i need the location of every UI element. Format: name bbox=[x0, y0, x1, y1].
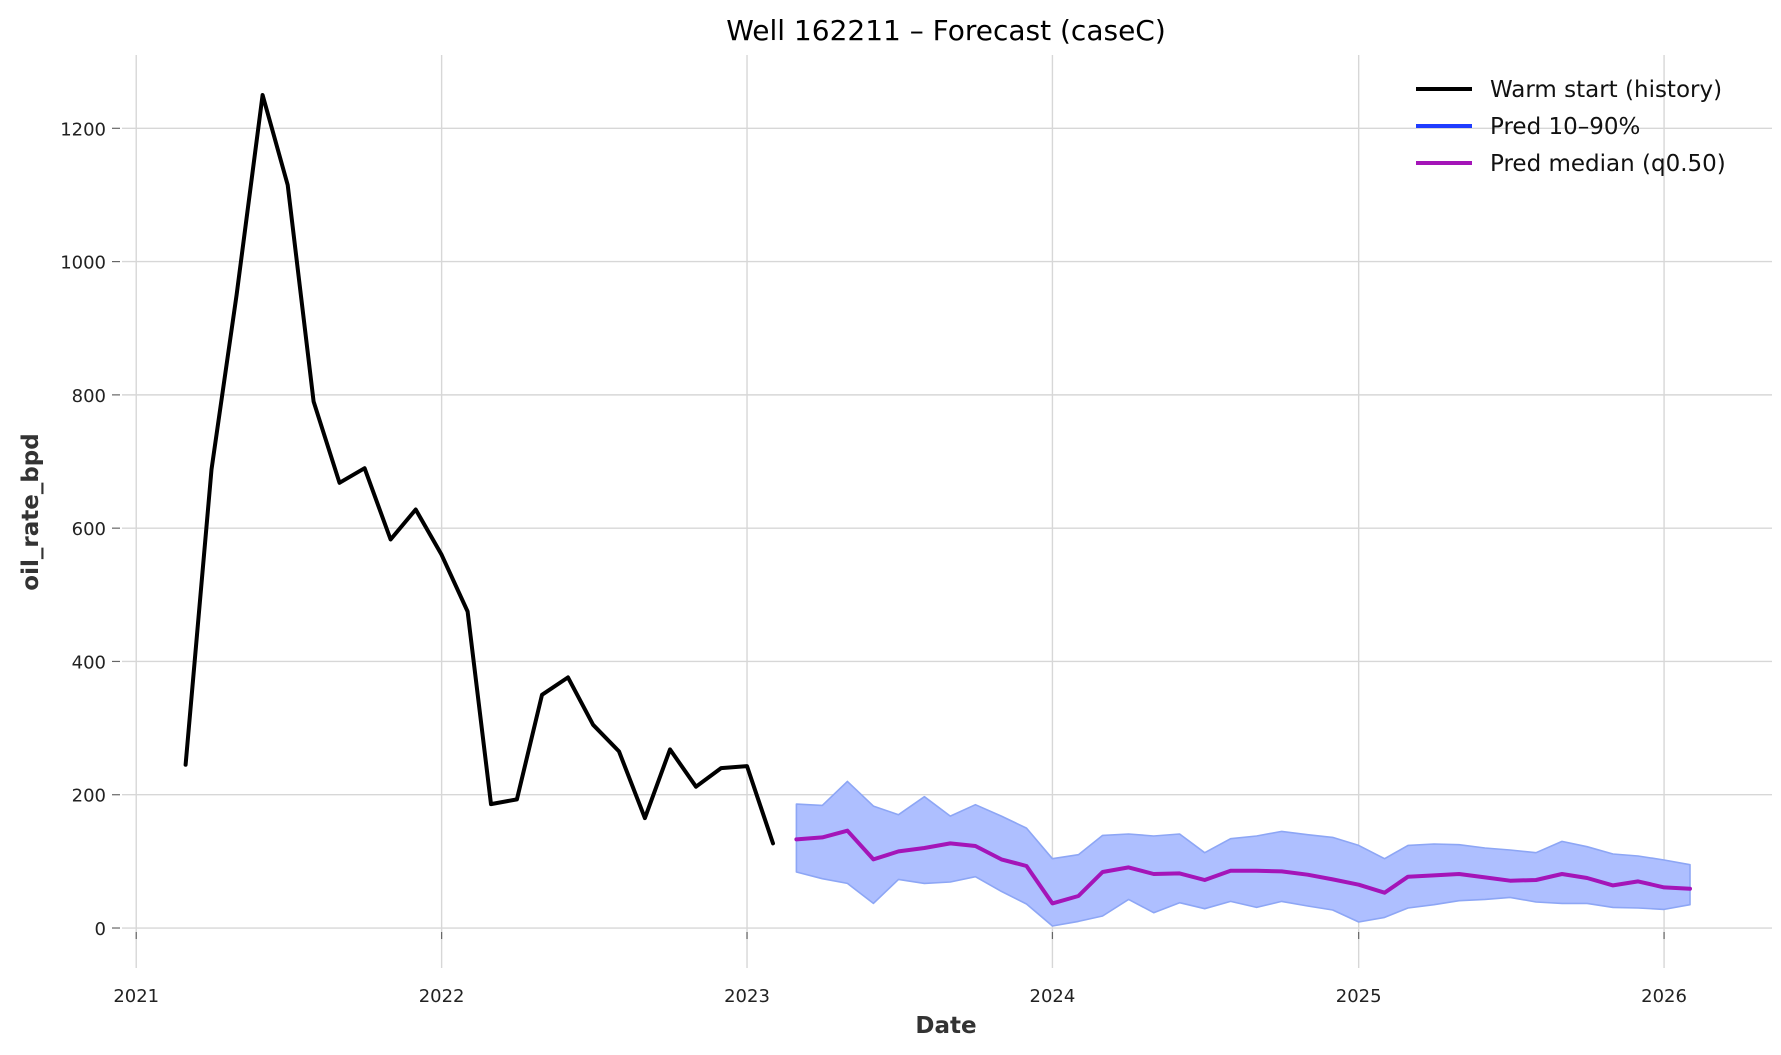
median-line bbox=[794, 828, 1692, 906]
x-tick-label: 2024 bbox=[1030, 986, 1076, 1007]
chart-title: Well 162211 – Forecast (caseC) bbox=[726, 14, 1166, 47]
y-tick-label: 0 bbox=[95, 919, 106, 940]
y-tick-label: 1200 bbox=[60, 119, 106, 140]
y-tick-label: 1000 bbox=[60, 253, 106, 274]
x-gridlines bbox=[135, 55, 1665, 968]
legend-label-band: Pred 10–90% bbox=[1490, 114, 1640, 140]
y-axis-ticks: 0 200 400 600 800 1000 1200 bbox=[60, 119, 120, 940]
x-tick-label: 2025 bbox=[1336, 986, 1382, 1007]
y-axis-label: oil_rate_bpd bbox=[18, 433, 44, 590]
legend-label-median: Pred median (q0.50) bbox=[1490, 151, 1726, 177]
legend: Warm start (history) Pred 10–90% Pred me… bbox=[1416, 77, 1726, 177]
y-gridlines bbox=[122, 127, 1772, 929]
y-tick-label: 600 bbox=[72, 519, 106, 540]
series-lines-layer bbox=[183, 93, 1692, 906]
x-tick-label: 2026 bbox=[1641, 986, 1687, 1007]
prediction-band-layer bbox=[795, 780, 1691, 927]
x-axis-ticks: 2021 2022 2023 2024 2025 2026 bbox=[113, 932, 1687, 1007]
y-tick-label: 400 bbox=[72, 652, 106, 673]
x-tick-label: 2023 bbox=[724, 986, 770, 1007]
history-line bbox=[183, 93, 775, 846]
x-tick-label: 2021 bbox=[113, 986, 159, 1007]
legend-label-history: Warm start (history) bbox=[1490, 77, 1722, 103]
x-tick-label: 2022 bbox=[419, 986, 465, 1007]
x-axis-label: Date bbox=[915, 1013, 976, 1039]
y-tick-label: 200 bbox=[72, 786, 106, 807]
prediction-band-10-90 bbox=[795, 780, 1691, 927]
y-tick-label: 800 bbox=[72, 386, 106, 407]
